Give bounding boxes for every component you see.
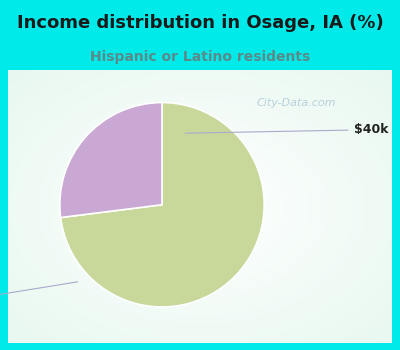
Wedge shape (61, 103, 264, 307)
Text: $20k: $20k (0, 282, 78, 310)
Text: City-Data.com: City-Data.com (256, 98, 336, 108)
Text: Hispanic or Latino residents: Hispanic or Latino residents (90, 50, 310, 64)
Text: $40k: $40k (185, 123, 388, 136)
Text: Income distribution in Osage, IA (%): Income distribution in Osage, IA (%) (17, 14, 383, 32)
Wedge shape (60, 103, 162, 218)
